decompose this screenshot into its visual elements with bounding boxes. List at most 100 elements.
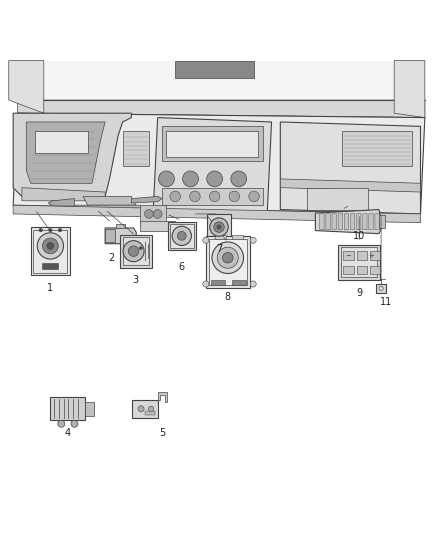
- Circle shape: [170, 191, 180, 201]
- Text: 7: 7: [216, 244, 222, 254]
- Polygon shape: [131, 197, 162, 203]
- Text: 2: 2: [109, 253, 115, 263]
- Bar: [232, 280, 246, 285]
- Polygon shape: [320, 214, 324, 230]
- Bar: [343, 265, 354, 274]
- Polygon shape: [280, 179, 420, 192]
- Polygon shape: [350, 214, 355, 230]
- Polygon shape: [153, 118, 272, 214]
- Bar: [120, 235, 152, 268]
- Polygon shape: [280, 122, 420, 214]
- Bar: [170, 224, 194, 248]
- Circle shape: [209, 191, 220, 201]
- Bar: [42, 263, 58, 269]
- Polygon shape: [116, 223, 125, 228]
- Text: 8: 8: [225, 292, 231, 302]
- Bar: [166, 131, 258, 157]
- Polygon shape: [357, 214, 361, 230]
- Text: 10: 10: [353, 231, 365, 241]
- Polygon shape: [375, 214, 379, 230]
- Bar: [162, 188, 263, 205]
- Polygon shape: [9, 61, 44, 113]
- Polygon shape: [48, 199, 74, 206]
- Circle shape: [39, 229, 42, 232]
- Polygon shape: [13, 113, 425, 214]
- Circle shape: [229, 191, 240, 201]
- Bar: [35, 131, 88, 152]
- Circle shape: [139, 246, 143, 250]
- Bar: [132, 400, 158, 418]
- Circle shape: [153, 209, 162, 219]
- Circle shape: [249, 191, 259, 201]
- Bar: [215, 235, 226, 239]
- Polygon shape: [13, 205, 420, 223]
- Bar: [175, 61, 254, 78]
- Text: 9: 9: [356, 288, 362, 298]
- Bar: [123, 131, 149, 166]
- Circle shape: [177, 231, 186, 240]
- Bar: [370, 251, 380, 260]
- Circle shape: [123, 241, 144, 262]
- Text: +: +: [368, 253, 374, 259]
- Bar: [211, 280, 225, 285]
- Circle shape: [145, 209, 153, 219]
- Bar: [33, 230, 67, 273]
- Circle shape: [190, 191, 200, 201]
- Polygon shape: [326, 214, 330, 230]
- Polygon shape: [363, 214, 367, 230]
- Circle shape: [47, 243, 54, 249]
- Text: 11: 11: [380, 297, 392, 308]
- Bar: [357, 265, 367, 274]
- Polygon shape: [332, 214, 336, 230]
- Circle shape: [183, 171, 198, 187]
- Bar: [209, 239, 247, 285]
- Text: 6: 6: [179, 262, 185, 271]
- Polygon shape: [26, 122, 105, 183]
- Circle shape: [217, 247, 238, 268]
- Bar: [206, 236, 250, 288]
- Polygon shape: [18, 100, 425, 118]
- Circle shape: [250, 281, 256, 287]
- Text: 1: 1: [47, 284, 53, 293]
- Polygon shape: [369, 214, 373, 230]
- Bar: [50, 398, 85, 420]
- Polygon shape: [13, 61, 425, 100]
- Circle shape: [231, 171, 247, 187]
- Circle shape: [172, 226, 191, 246]
- Bar: [370, 265, 380, 274]
- Circle shape: [212, 242, 244, 273]
- Bar: [341, 247, 377, 277]
- Circle shape: [223, 253, 233, 263]
- Bar: [162, 126, 263, 161]
- Bar: [343, 251, 354, 260]
- Circle shape: [250, 237, 256, 243]
- Bar: [342, 131, 412, 166]
- Text: 4: 4: [65, 428, 71, 438]
- Polygon shape: [315, 209, 381, 233]
- Circle shape: [58, 420, 65, 427]
- Bar: [379, 215, 385, 228]
- Circle shape: [148, 406, 154, 411]
- Circle shape: [37, 233, 64, 259]
- Text: 5: 5: [159, 428, 165, 438]
- Bar: [145, 411, 155, 415]
- Polygon shape: [394, 61, 425, 118]
- Circle shape: [42, 238, 58, 254]
- Bar: [105, 229, 115, 243]
- Polygon shape: [105, 228, 136, 244]
- Bar: [232, 235, 243, 239]
- Circle shape: [138, 406, 144, 412]
- Polygon shape: [70, 205, 145, 214]
- Circle shape: [203, 237, 209, 243]
- Polygon shape: [22, 188, 105, 201]
- Bar: [207, 214, 231, 240]
- Circle shape: [214, 222, 224, 232]
- Polygon shape: [344, 214, 349, 230]
- Bar: [376, 284, 386, 293]
- Circle shape: [207, 171, 223, 187]
- Polygon shape: [158, 392, 167, 402]
- Text: 3: 3: [133, 274, 139, 285]
- Circle shape: [159, 171, 174, 187]
- Polygon shape: [338, 214, 343, 230]
- Bar: [140, 221, 175, 231]
